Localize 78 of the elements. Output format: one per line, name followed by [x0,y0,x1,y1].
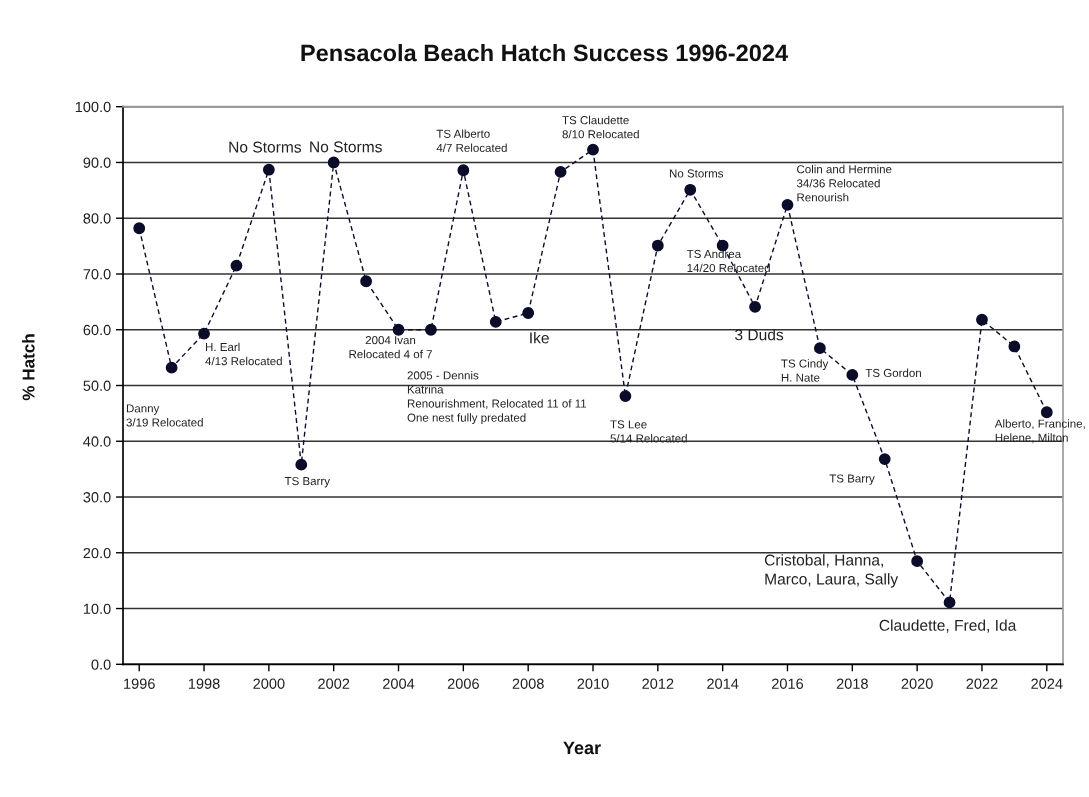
x-tick-label: 2018 [836,678,868,689]
point [133,222,146,235]
x-tick-label: 2006 [447,678,479,689]
point [911,555,924,568]
point [489,316,502,328]
annotation: TS Barry [284,476,330,488]
point [554,166,567,178]
x-tick-label: 2014 [707,678,739,689]
y-tick-label: 90.0 [83,157,111,168]
annotation: TS Barry [829,474,875,485]
annotation: TS Andrea 14/20 Relocated [686,249,770,273]
annotation: TS Gordon [865,368,921,377]
annotation: TS Claudette 8/10 Relocated [562,115,639,139]
point [587,143,599,156]
annotation: No Storms [669,169,724,178]
x-tick-label: 2000 [253,678,285,689]
annotation: Colin and Hermine 34/36 Relocated Renourish [796,164,892,202]
y-tick-label: 10.0 [83,603,111,614]
annotation: H. Earl 4/13 Relocated [205,342,282,366]
annotation: 3 Duds [735,328,784,341]
y-tick-label: 40.0 [83,436,111,447]
annotation: TS Lee 5/14 Relocated [610,420,687,443]
point [457,164,470,177]
x-tick-label: 2022 [966,678,998,689]
y-tick-label: 20.0 [83,547,111,559]
annotation: No Storms [229,141,302,153]
y-tick-label: 60.0 [83,324,111,336]
point [1008,340,1021,353]
point [1040,406,1053,419]
point [846,369,859,381]
x-tick-label: 2004 [383,678,415,689]
point [522,307,535,319]
point [684,183,697,196]
x-tick-label: 2008 [512,678,544,689]
annotation: TS Alberto 4/7 Relocated [436,129,507,152]
y-tick-label: 70.0 [83,269,111,280]
annotation: Alberto, Francine, Helene, Milton [994,419,1085,444]
point [943,596,956,609]
x-tick-label: 2020 [901,678,933,689]
y-axis-title: % Hatch [22,334,35,401]
annotation: No Storms [310,141,382,153]
point [425,323,437,336]
point [198,327,210,340]
point [360,275,373,288]
y-tick-label: 30.0 [83,492,111,503]
point [619,390,632,402]
y-tick-label: 80.0 [83,213,111,224]
point [392,323,405,336]
point [327,156,340,169]
point [295,458,308,471]
point [651,239,664,252]
point [781,198,794,211]
y-tick-label: 100.0 [75,101,111,113]
x-tick-label: 2016 [772,678,804,689]
y-tick-label: 0.0 [91,659,111,670]
annotation: Ike [530,332,549,344]
annotation: TS Cindy H. Nate [781,359,829,382]
point [165,361,178,374]
annotation: Cristobal, Hanna, Marco, Laura, Sally [764,554,899,588]
point [262,163,275,176]
annotation: Danny 3/19 Relocated [126,404,203,427]
x-tick-label: 2010 [577,678,609,689]
annotation: Claudette, Fred, Ida [879,619,1017,633]
y-tick-label: 50.0 [83,380,111,391]
x-tick-label: 1998 [188,678,220,689]
x-tick-label: 1996 [124,678,155,689]
point [878,453,891,466]
chart-title: Pensacola Beach Hatch Success 1996-2024 [301,44,789,62]
point [813,342,826,355]
x-tick-label: 2024 [1031,678,1063,689]
point [749,300,761,313]
annotation: 2004 Ivan Relocated 4 of 7 [349,336,432,359]
point [230,259,243,272]
point [976,313,988,326]
x-tick-label: 2012 [642,678,674,689]
annotation: 2005 - Dennis Katrina Renourishment, Relocated 11 of 11 One nest fully predated [407,371,587,425]
x-axis-title: Year [563,741,601,755]
x-tick-label: 2002 [318,678,350,689]
